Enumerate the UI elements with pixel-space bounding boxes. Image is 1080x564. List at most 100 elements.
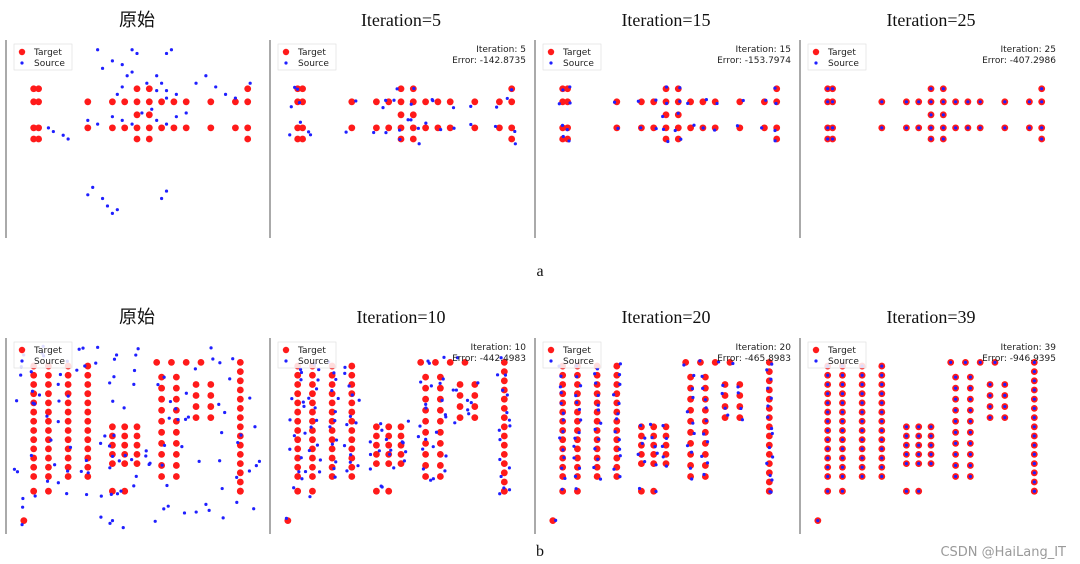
target-point	[309, 381, 316, 388]
source-point	[110, 519, 115, 523]
target-point	[348, 473, 356, 480]
target-point	[145, 98, 153, 106]
source-point	[561, 448, 565, 452]
source-point	[377, 449, 381, 453]
source-point	[499, 474, 503, 479]
source-point	[166, 504, 170, 508]
source-point	[678, 86, 682, 90]
source-point	[560, 466, 564, 470]
target-point	[84, 390, 92, 398]
source-point	[110, 115, 114, 119]
source-point	[720, 391, 724, 396]
target-point	[84, 436, 92, 444]
source-point	[773, 139, 777, 143]
target-point	[30, 417, 38, 425]
source-point	[235, 500, 239, 504]
target-point	[397, 460, 405, 467]
source-point	[498, 492, 502, 496]
source-point	[968, 452, 972, 456]
source-point	[354, 99, 358, 103]
source-point	[768, 473, 772, 478]
source-point	[968, 375, 972, 379]
source-point	[186, 415, 190, 419]
source-point	[766, 404, 770, 408]
source-point	[559, 391, 563, 395]
source-point	[328, 425, 332, 429]
target-point	[613, 390, 621, 398]
source-point	[840, 465, 845, 469]
legend-label-source: Source	[563, 357, 594, 367]
source-point	[617, 438, 621, 442]
source-point	[228, 377, 232, 381]
source-point	[653, 445, 657, 449]
source-point	[33, 402, 37, 406]
source-point	[558, 385, 563, 389]
target-point	[613, 454, 621, 462]
source-point	[180, 445, 184, 449]
target-point	[500, 451, 508, 458]
source-point	[768, 490, 772, 494]
source-point	[372, 130, 376, 135]
source-point	[831, 137, 835, 141]
target-point	[294, 417, 302, 425]
target-point	[574, 454, 581, 462]
source-point	[968, 408, 972, 412]
source-point	[765, 461, 769, 466]
target-point	[436, 462, 444, 469]
source-point	[293, 85, 297, 89]
source-point	[288, 418, 292, 422]
target-point	[309, 417, 316, 425]
target-point	[328, 390, 336, 398]
target-point	[496, 98, 503, 106]
source-point	[575, 400, 579, 405]
source-point	[1032, 360, 1036, 364]
source-point	[130, 70, 134, 74]
target-point	[736, 98, 744, 106]
source-point	[664, 85, 669, 89]
target-point	[172, 462, 180, 469]
source-point	[248, 81, 252, 85]
source-point	[692, 373, 696, 378]
source-point	[954, 419, 958, 423]
source-point	[505, 393, 509, 397]
target-point	[500, 395, 508, 403]
target-point	[121, 423, 129, 431]
source-point	[593, 427, 597, 432]
target-point	[207, 98, 215, 106]
target-point	[373, 432, 380, 440]
source-point	[660, 444, 665, 448]
target-point	[236, 377, 244, 385]
target-point	[207, 392, 215, 399]
source-point	[1032, 406, 1036, 410]
source-point	[99, 515, 103, 519]
target-point	[294, 445, 302, 453]
target-point	[549, 517, 557, 525]
source-point	[968, 474, 972, 479]
target-point	[84, 463, 92, 471]
source-point	[122, 406, 126, 410]
source-point	[197, 459, 201, 463]
target-point	[436, 451, 444, 458]
target-point	[638, 432, 645, 440]
source-point	[497, 428, 501, 432]
target-point	[309, 473, 316, 480]
source-point	[344, 130, 348, 134]
target-point	[182, 124, 190, 132]
target-point	[687, 124, 694, 132]
source-point	[357, 398, 361, 402]
legend-marker-target	[547, 48, 555, 56]
source-point	[661, 114, 665, 119]
source-point	[826, 419, 830, 423]
target-point	[145, 85, 153, 93]
target-point	[613, 381, 621, 388]
source-point	[466, 408, 470, 412]
source-point	[643, 460, 647, 464]
source-point	[121, 526, 125, 530]
source-point	[384, 98, 388, 103]
source-point	[513, 129, 517, 134]
source-point	[223, 410, 227, 415]
source-point	[917, 434, 921, 438]
source-point	[303, 469, 308, 474]
target-point	[500, 432, 508, 440]
legend-label-target: Target	[827, 48, 856, 58]
